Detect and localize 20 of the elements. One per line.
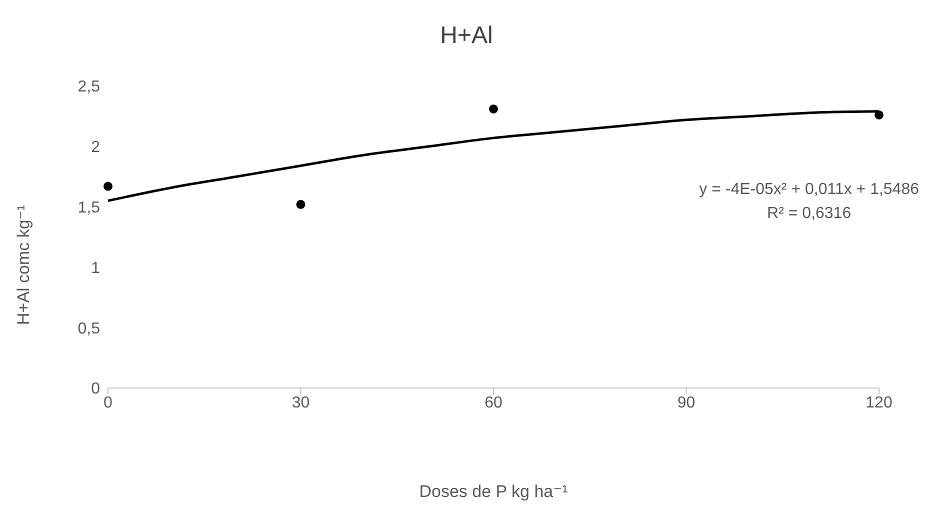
point xyxy=(296,200,306,209)
x-tick-label: 0 xyxy=(104,394,113,412)
chart-title: H+Al xyxy=(439,22,494,50)
x-axis-title: Doses de P kg ha⁻¹ xyxy=(418,482,569,502)
point xyxy=(874,110,884,120)
x-tick-label: 90 xyxy=(677,394,696,412)
y-tick-label: 2,5 xyxy=(78,78,100,96)
x-tick-label: 60 xyxy=(484,394,502,412)
point xyxy=(103,182,113,191)
y-tick-label: 1 xyxy=(91,260,100,277)
x-tick-label: 120 xyxy=(866,394,892,412)
x-tick-label: 30 xyxy=(292,394,310,412)
y-axis-title: H+Al comc kg⁻¹ xyxy=(14,205,34,325)
annotation: y = -4E-05x² + 0,011x + 1,5486 xyxy=(699,180,919,200)
y-tick-label: 2 xyxy=(91,139,100,156)
y-tick-label: 1,5 xyxy=(78,199,100,216)
annotation: R² = 0,6316 xyxy=(766,204,852,224)
y-tick-label: 0 xyxy=(91,380,100,398)
y-tick-label: 0,5 xyxy=(78,320,100,338)
point xyxy=(488,104,498,114)
